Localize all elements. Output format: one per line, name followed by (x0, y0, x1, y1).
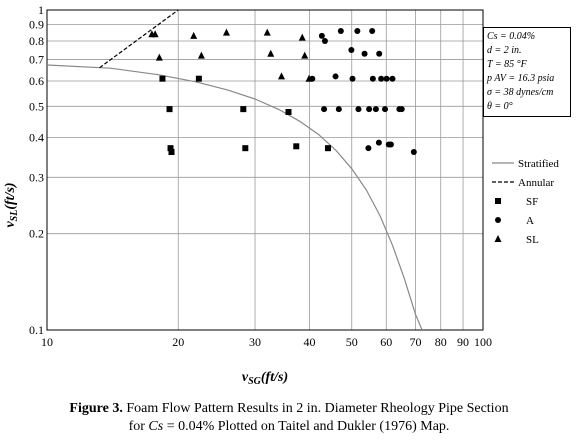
grid-lines (46, 9, 484, 331)
x-tick-label: 80 (435, 335, 447, 349)
caption-cs: Cs (148, 419, 164, 434)
legend-swatch-sf (495, 198, 501, 204)
sf-point (242, 145, 249, 152)
sf-point (167, 145, 174, 152)
caption-line-2-pre: for (128, 419, 149, 434)
y-tick-label: 0.4 (29, 130, 44, 144)
caption-figure-number: Figure 3. (69, 401, 123, 416)
sl-point (222, 28, 230, 36)
condition-inclination: θ = 0° (487, 101, 513, 112)
a-point (355, 106, 362, 113)
sf-point (195, 75, 202, 82)
x-tick-labels: 10 20 30 40 50 60 70 80 90 100 (41, 335, 492, 349)
sf-point (159, 75, 166, 82)
sf-point (168, 148, 175, 155)
a-point (369, 27, 376, 34)
x-tick-label: 20 (172, 335, 184, 349)
legend-label-annular: Annular (518, 177, 554, 189)
condition-surface-tension: σ = 38 dynes/cm (487, 87, 554, 98)
y-tick-label: 0.2 (29, 227, 44, 241)
chart: 10 20 30 40 50 60 70 80 90 100 0.1 0.2 0.3 0.4 0.5 0.6… (3, 3, 572, 387)
condition-temperature: T = 85 °F (487, 59, 527, 70)
legend: Stratified Annular SF A SL (484, 145, 572, 246)
legend-label-a: A (526, 215, 534, 227)
y-tick-label: 0.7 (29, 53, 44, 67)
sl-point (190, 31, 198, 39)
x-tick-label: 90 (457, 335, 469, 349)
sl-point (197, 51, 205, 59)
x-tick-label: 10 (41, 335, 53, 349)
legend-swatch-a (495, 217, 501, 223)
a-point (332, 73, 339, 80)
x-tick-label: 70 (409, 335, 421, 349)
sl-point (155, 53, 163, 61)
caption-line-1: Foam Flow Pattern Results in 2 in. Diame… (122, 401, 509, 416)
a-point (361, 50, 368, 57)
figure-caption: Figure 3. Foam Flow Pattern Results in 2… (0, 400, 578, 436)
x-tick-label: 30 (249, 335, 261, 349)
condition-cs: Cs = 0.04% (487, 31, 536, 42)
sf-point (240, 106, 247, 113)
a-point (382, 106, 389, 113)
y-tick-label: 0.8 (29, 34, 44, 48)
condition-pressure: p AV = 16.3 psia (487, 73, 555, 84)
a-point (396, 106, 403, 113)
a-point (376, 50, 383, 57)
sl-point (298, 33, 306, 41)
y-tick-label: 0.1 (29, 323, 44, 337)
a-point (369, 75, 376, 82)
a-point (372, 106, 379, 113)
legend-swatch-sl (494, 235, 502, 242)
y-axis-label: vSL(ft/s) (3, 182, 20, 227)
data-points (148, 27, 417, 155)
a-point (378, 75, 385, 82)
a-point (387, 141, 394, 148)
y-tick-label: 0.9 (29, 18, 44, 32)
sl-point (148, 30, 156, 38)
x-tick-label: 60 (380, 335, 392, 349)
a-point (375, 139, 382, 146)
sl-point (267, 49, 275, 57)
y-tick-label: 0.5 (29, 99, 44, 113)
x-tick-label: 50 (346, 335, 358, 349)
legend-label-sf: SF (526, 196, 538, 208)
sf-point (324, 145, 331, 152)
a-point (335, 106, 342, 113)
a-point (337, 27, 344, 34)
sl-point (263, 28, 271, 36)
y-tick-label: 0.6 (29, 74, 44, 88)
sf-point (293, 143, 300, 150)
a-point (365, 145, 372, 152)
series-line-annular (99, 9, 179, 69)
a-point (354, 27, 361, 34)
x-axis-label: vSG(ft/s) (242, 370, 288, 387)
sl-point (301, 51, 309, 59)
a-point (349, 75, 356, 82)
y-tick-labels: 0.1 0.2 0.3 0.4 0.5 0.6 0.7 0.8 0.91 (29, 3, 44, 337)
y-tick-label: 1 (38, 3, 44, 17)
x-tick-label: 100 (474, 335, 492, 349)
a-point (321, 38, 328, 45)
series-line-stratified (46, 64, 423, 331)
a-point (389, 75, 396, 82)
series-lines (46, 9, 423, 331)
legend-label-stratified: Stratified (518, 158, 559, 170)
x-tick-label: 40 (303, 335, 315, 349)
a-point (321, 106, 328, 113)
conditions-box: Cs = 0.04% d = 2 in. T = 85 °F p AV = 16… (483, 27, 571, 117)
a-point (383, 75, 390, 82)
a-point (348, 46, 355, 53)
legend-label-sl: SL (526, 234, 539, 246)
caption-line-2-post: = 0.04% Plotted on Taitel and Dukler (19… (163, 419, 450, 434)
sf-point (285, 109, 292, 116)
y-tick-label: 0.3 (29, 170, 44, 184)
sl-point (305, 74, 313, 82)
plot-area (46, 9, 484, 331)
a-point (366, 106, 373, 113)
sl-point (277, 72, 285, 80)
condition-diameter: d = 2 in. (487, 45, 522, 56)
sf-point (166, 106, 173, 113)
a-point (318, 32, 325, 39)
a-point (410, 148, 417, 155)
